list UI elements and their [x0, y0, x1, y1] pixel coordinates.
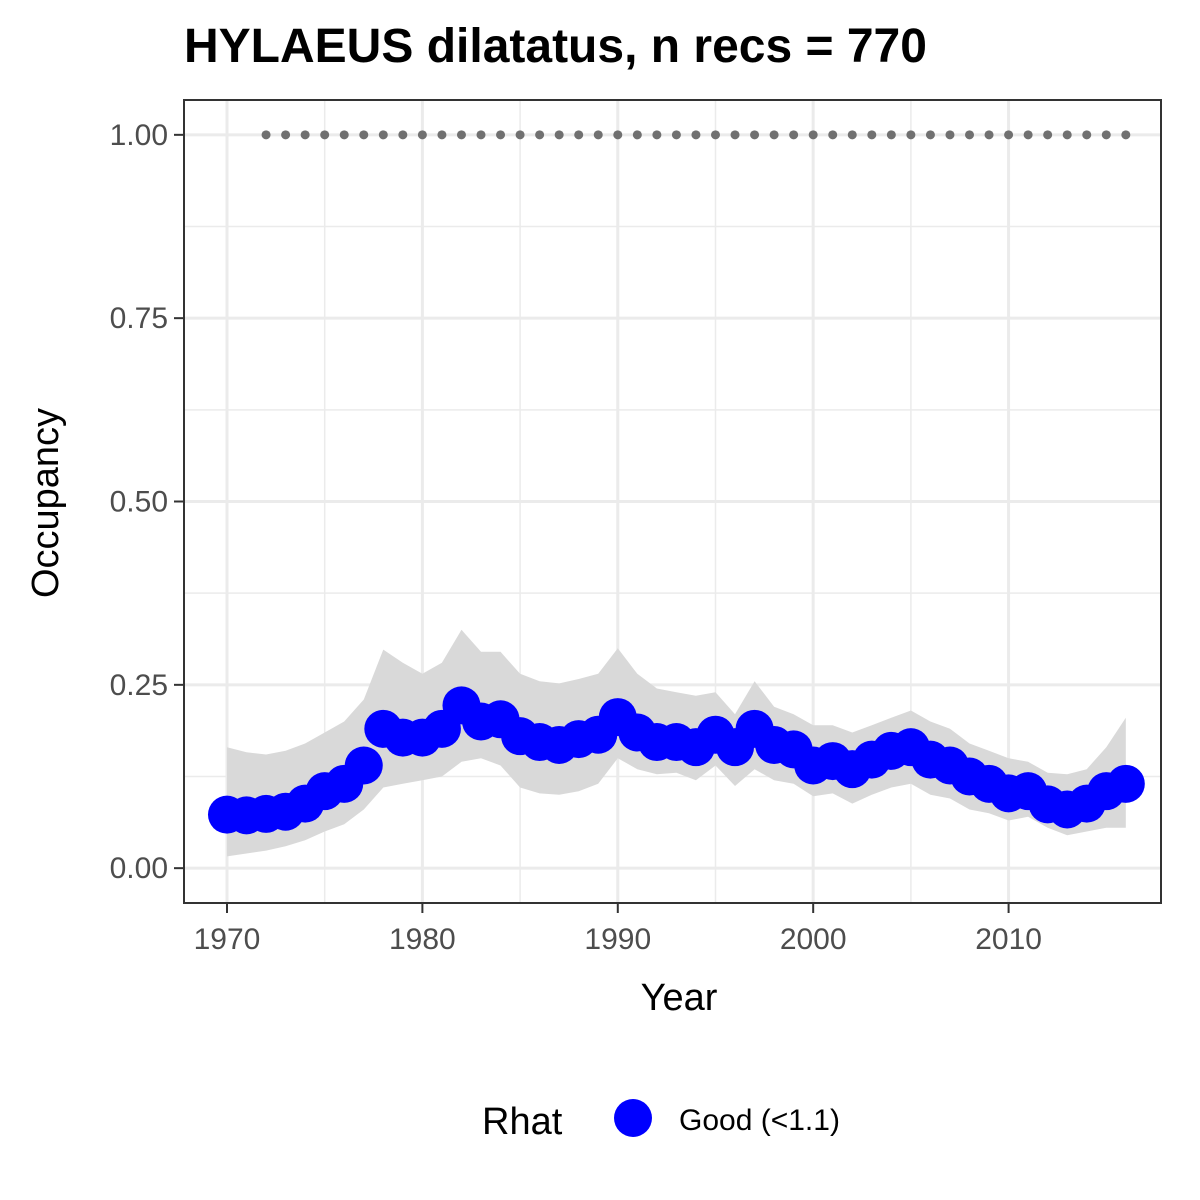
x-tick-label: 1980: [389, 923, 456, 956]
y-axis: 0.00 0.25 0.50 0.75 1.00: [110, 119, 184, 885]
x-tick-label: 2010: [975, 923, 1042, 956]
reference-dot: [378, 130, 388, 140]
reference-dot: [1121, 130, 1131, 140]
reference-dot: [1023, 130, 1033, 140]
reference-dot: [1043, 130, 1053, 140]
reference-dot: [437, 130, 447, 140]
reference-dot: [769, 130, 779, 140]
reference-dot: [730, 130, 740, 140]
reference-dot: [984, 130, 994, 140]
reference-dot: [261, 130, 271, 140]
chart-title: HYLAEUS dilatatus, n recs = 770: [184, 20, 927, 73]
reference-dot: [417, 130, 427, 140]
reference-dot: [710, 130, 720, 140]
y-tick-label: 0.75: [110, 302, 168, 335]
reference-dot: [320, 130, 330, 140]
reference-dot: [1004, 130, 1014, 140]
y-tick-label: 0.25: [110, 669, 168, 702]
reference-dot: [359, 130, 369, 140]
reference-dot: [750, 130, 760, 140]
reference-dot: [535, 130, 545, 140]
reference-dot: [691, 130, 701, 140]
occupancy-point: [344, 746, 383, 785]
reference-dot: [496, 130, 506, 140]
x-axis: 1970 1980 1990 2000 2010: [194, 903, 1042, 956]
reference-dot: [554, 130, 564, 140]
reference-dot: [339, 130, 349, 140]
reference-dot: [1082, 130, 1092, 140]
occupancy-point: [1106, 764, 1145, 803]
reference-dot: [515, 130, 525, 140]
legend: Rhat Good (<1.1): [482, 1099, 840, 1143]
reference-dot: [847, 130, 857, 140]
reference-dot: [965, 130, 975, 140]
reference-dot: [1062, 130, 1072, 140]
reference-dots-layer: [261, 130, 1131, 140]
reference-dot: [456, 130, 466, 140]
reference-dot: [1101, 130, 1111, 140]
reference-dot: [789, 130, 799, 140]
y-axis-title: Occupancy: [25, 408, 67, 598]
legend-key-good: [614, 1099, 652, 1137]
reference-dot: [652, 130, 662, 140]
reference-dot: [632, 130, 642, 140]
reference-dot: [476, 130, 486, 140]
reference-dot: [300, 130, 310, 140]
reference-dot: [925, 130, 935, 140]
y-tick-label: 0.00: [110, 852, 168, 885]
reference-dot: [613, 130, 623, 140]
x-tick-label: 2000: [780, 923, 847, 956]
reference-dot: [886, 130, 896, 140]
y-tick-label: 0.50: [110, 486, 168, 519]
plot-panel: [183, 99, 1162, 904]
reference-dot: [867, 130, 877, 140]
reference-dot: [808, 130, 818, 140]
occupancy-points-layer: [207, 686, 1145, 835]
reference-dot: [671, 130, 681, 140]
reference-dot: [593, 130, 603, 140]
reference-dot: [398, 130, 408, 140]
legend-label-good: Good (<1.1): [679, 1104, 840, 1137]
reference-dot: [906, 130, 916, 140]
x-tick-label: 1990: [584, 923, 651, 956]
y-tick-label: 1.00: [110, 119, 168, 152]
reference-dot: [574, 130, 584, 140]
reference-dot: [281, 130, 291, 140]
reference-dot: [828, 130, 838, 140]
x-tick-label: 1970: [194, 923, 261, 956]
legend-title: Rhat: [482, 1101, 563, 1143]
x-axis-title: Year: [641, 977, 718, 1019]
reference-dot: [945, 130, 955, 140]
